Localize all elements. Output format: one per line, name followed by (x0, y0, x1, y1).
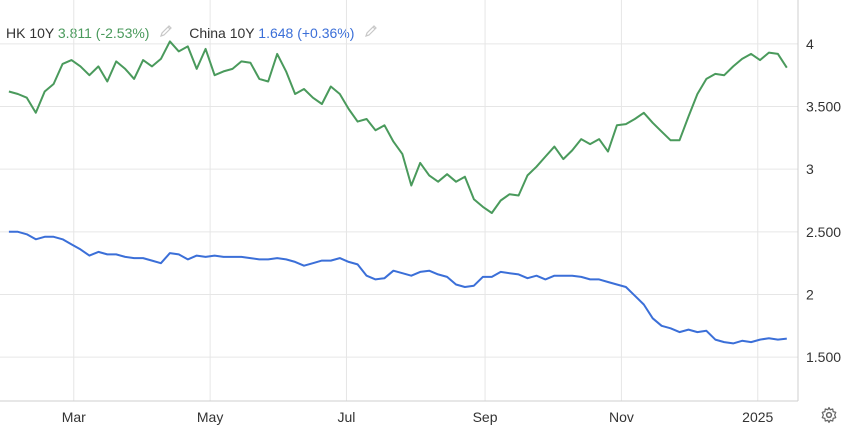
legend-value-china: 1.648 (258, 25, 294, 41)
x-tick-label: Mar (62, 409, 86, 425)
series-line-hk-10y (8, 40, 788, 214)
x-tick-label: May (197, 409, 223, 425)
legend-value-hk: 3.811 (57, 25, 92, 41)
y-tick-label: 2.500 (806, 224, 841, 240)
legend-name-hk: HK 10Y (6, 25, 54, 41)
y-tick-label: 1.500 (806, 349, 841, 365)
y-tick-label: 2 (806, 286, 814, 302)
legend-item-china[interactable]: China 10Y 1.648 (+0.36%) (189, 24, 378, 41)
x-tick-label: Jul (338, 409, 356, 425)
legend-change-hk: (-2.53%) (95, 25, 150, 41)
x-tick-label: Nov (609, 409, 634, 425)
y-tick-label: 4 (806, 36, 814, 52)
gear-icon[interactable] (820, 406, 838, 424)
x-tick-label: 2025 (742, 409, 773, 425)
y-tick-label: 3 (806, 161, 814, 177)
chart-legend: HK 10Y 3.811 (-2.53%) China 10Y 1.648 (+… (6, 24, 390, 41)
pencil-icon[interactable] (364, 24, 378, 38)
pencil-icon[interactable] (159, 24, 173, 38)
legend-change-china: (+0.36%) (297, 25, 355, 41)
legend-name-china: China 10Y (189, 25, 255, 41)
y-tick-label: 3.500 (806, 99, 841, 115)
series-line-china-10y (8, 230, 787, 345)
x-tick-label: Sep (473, 409, 498, 425)
legend-item-hk[interactable]: HK 10Y 3.811 (-2.53%) (6, 24, 173, 41)
